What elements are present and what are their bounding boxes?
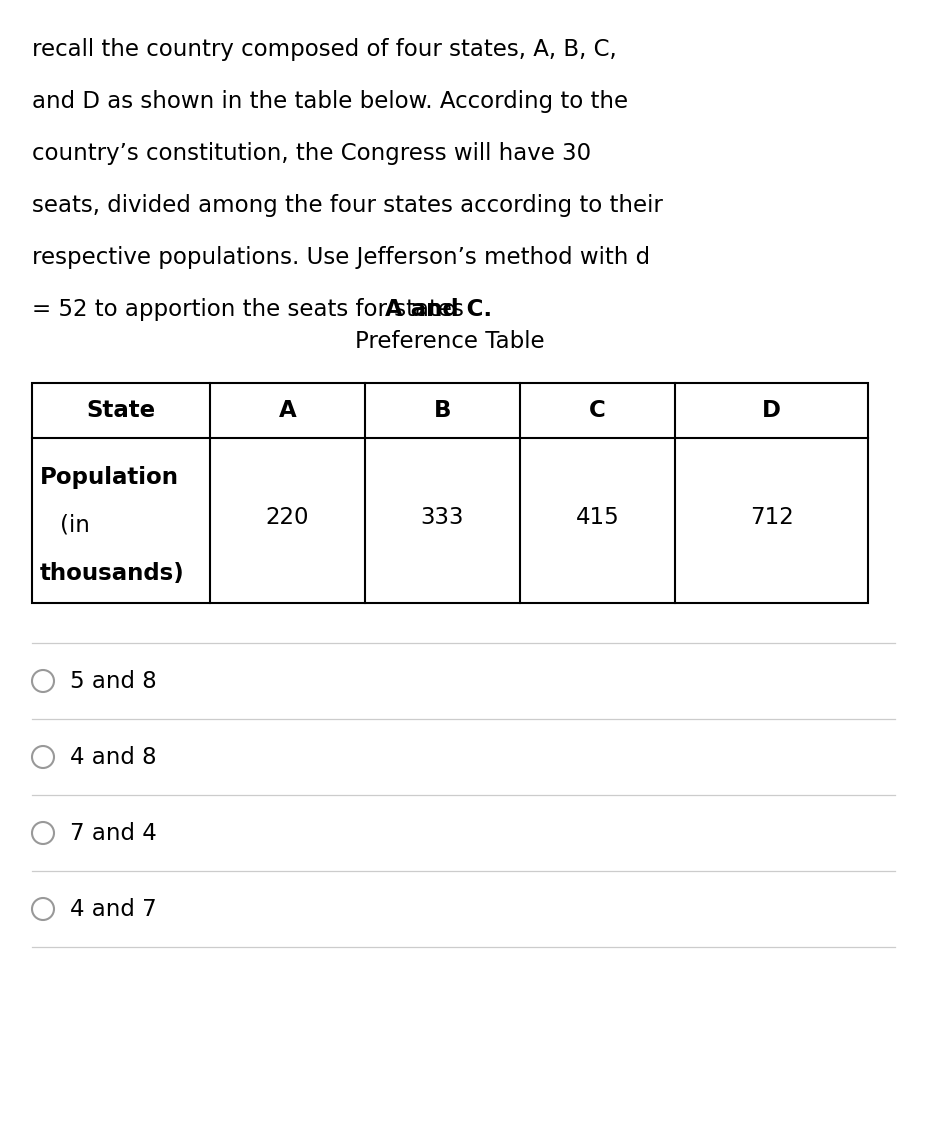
Text: 4 and 8: 4 and 8 xyxy=(70,746,156,768)
Text: (in: (in xyxy=(60,514,90,537)
Text: C: C xyxy=(589,399,606,421)
Text: A: A xyxy=(279,399,296,421)
Text: B: B xyxy=(433,399,451,421)
Bar xyxy=(32,383,868,603)
Text: Population: Population xyxy=(40,466,179,489)
Text: recall the country composed of four states, A, B, C,: recall the country composed of four stat… xyxy=(32,39,617,61)
Text: = 52 to apportion the seats for states: = 52 to apportion the seats for states xyxy=(32,298,471,321)
Text: respective populations. Use Jefferson’s method with d: respective populations. Use Jefferson’s … xyxy=(32,246,650,269)
Text: 333: 333 xyxy=(420,506,464,529)
Text: and D as shown in the table below. According to the: and D as shown in the table below. Accor… xyxy=(32,90,628,113)
Text: 7 and 4: 7 and 4 xyxy=(70,821,156,844)
Text: 4 and 7: 4 and 7 xyxy=(70,897,156,920)
Text: State: State xyxy=(86,399,156,421)
Text: Preference Table: Preference Table xyxy=(356,330,544,353)
Text: 5 and 8: 5 and 8 xyxy=(70,670,156,692)
Text: 220: 220 xyxy=(266,506,309,529)
Text: A and C.: A and C. xyxy=(385,298,492,321)
Text: seats, divided among the four states according to their: seats, divided among the four states acc… xyxy=(32,194,663,218)
Text: D: D xyxy=(762,399,781,421)
Text: country’s constitution, the Congress will have 30: country’s constitution, the Congress wil… xyxy=(32,142,591,165)
Text: 415: 415 xyxy=(576,506,619,529)
Text: 712: 712 xyxy=(750,506,794,529)
Text: thousands): thousands) xyxy=(40,562,185,585)
